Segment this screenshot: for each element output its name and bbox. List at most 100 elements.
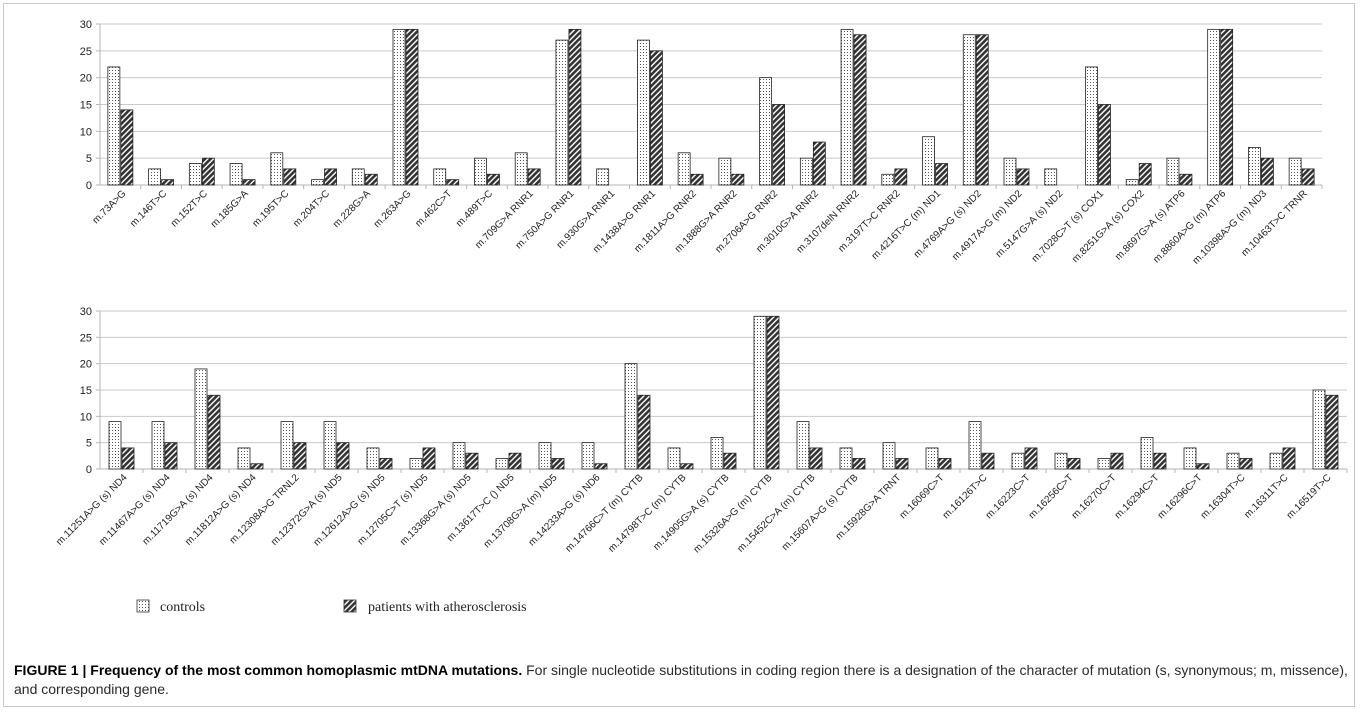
legend-item-controls: controls xyxy=(136,599,205,615)
bar-controls xyxy=(1166,157,1180,186)
bar-patients xyxy=(1261,157,1274,186)
bar-patients xyxy=(527,168,541,186)
bar-controls xyxy=(1183,447,1197,470)
bar-controls xyxy=(839,447,853,470)
bar-controls xyxy=(1003,157,1017,186)
bar-controls xyxy=(452,442,466,470)
bar-controls xyxy=(759,77,772,186)
y-tick-label: 5 xyxy=(86,153,92,165)
bar-controls xyxy=(637,39,650,186)
bar-patients xyxy=(161,179,175,186)
bar-controls xyxy=(1125,179,1139,186)
bar-controls xyxy=(538,442,552,470)
bar-controls xyxy=(555,39,569,186)
bar-controls xyxy=(1248,147,1261,186)
bar-patients xyxy=(364,173,378,186)
bar-patients xyxy=(637,394,651,470)
bar-patients xyxy=(680,463,694,470)
bar-patients xyxy=(1110,452,1124,470)
legend-label-patients: patients with atherosclerosis xyxy=(368,600,527,615)
bar-controls xyxy=(581,442,595,470)
bar-controls xyxy=(968,421,982,470)
bar-patients xyxy=(1153,452,1167,470)
y-tick-label: 10 xyxy=(80,411,92,423)
y-tick-label: 30 xyxy=(80,19,92,31)
bar-controls xyxy=(495,458,509,470)
legend-swatch-controls xyxy=(136,599,150,613)
bar-patients xyxy=(422,447,436,470)
y-tick-label: 20 xyxy=(80,73,92,85)
bar-patients xyxy=(250,463,264,470)
bar-patients xyxy=(935,163,948,186)
bar-patients xyxy=(242,179,256,186)
bar-patients xyxy=(120,109,134,186)
bar-patients xyxy=(336,442,350,470)
bar-patients xyxy=(379,458,393,470)
bar-patients xyxy=(772,104,785,186)
legend-label-controls: controls xyxy=(160,600,205,615)
bar-patients xyxy=(201,157,215,186)
bar-controls xyxy=(311,179,324,186)
y-tick-label: 5 xyxy=(86,438,92,450)
bar-controls xyxy=(229,163,243,186)
y-tick-label: 25 xyxy=(80,46,92,58)
bar-controls xyxy=(1044,168,1058,186)
bar-controls xyxy=(1097,458,1111,470)
bar-controls xyxy=(107,66,121,186)
bar-controls xyxy=(108,421,122,470)
bar-controls xyxy=(881,173,895,186)
bar-patients xyxy=(508,452,522,470)
bar-patients xyxy=(981,452,995,470)
bar-controls xyxy=(799,157,813,186)
bar-controls xyxy=(1226,452,1240,470)
bar-patients xyxy=(731,173,745,186)
bar-patients xyxy=(723,452,737,470)
bar-controls xyxy=(1269,452,1283,470)
bar-controls xyxy=(151,421,165,470)
y-tick-label: 0 xyxy=(86,464,92,476)
bar-controls xyxy=(366,447,380,470)
bar-controls xyxy=(1207,28,1221,186)
bar-controls xyxy=(514,152,528,186)
bar-patients xyxy=(594,463,608,470)
legend-item-patients: patients with atherosclerosis xyxy=(343,599,527,615)
bar-controls xyxy=(840,28,854,186)
bar-patients xyxy=(853,34,867,186)
bar-controls xyxy=(796,421,810,470)
figure-caption: FIGURE 1 | Frequency of the most common … xyxy=(14,661,1349,699)
bar-controls xyxy=(624,363,638,470)
legend: controls patients with atherosclerosis xyxy=(136,599,527,615)
bar-controls xyxy=(596,168,610,186)
y-tick-label: 10 xyxy=(80,126,92,138)
bar-controls xyxy=(677,152,691,186)
bar-controls xyxy=(392,28,406,186)
legend-swatch-patients xyxy=(343,599,357,613)
bar-controls xyxy=(148,168,162,186)
bar-patients xyxy=(324,168,337,186)
bar-patients xyxy=(293,442,307,470)
bar-controls xyxy=(433,168,447,186)
bar-patients xyxy=(551,458,565,470)
bar-patients xyxy=(1138,163,1152,186)
bar-controls xyxy=(1140,436,1154,470)
bar-patients xyxy=(1179,173,1193,186)
y-tick-label: 15 xyxy=(80,100,92,112)
y-tick-label: 25 xyxy=(80,332,92,344)
bar-controls xyxy=(409,458,423,470)
bar-patients xyxy=(1325,394,1339,470)
y-tick-label: 15 xyxy=(80,385,92,397)
bar-patients xyxy=(894,168,908,186)
bar-controls xyxy=(710,436,724,470)
bar-patients xyxy=(446,179,460,186)
bar-patients xyxy=(164,442,178,470)
bar-patients xyxy=(895,458,909,470)
caption-title: FIGURE 1 | Frequency of the most common … xyxy=(14,662,523,678)
bar-controls xyxy=(753,315,767,470)
bar-patients xyxy=(121,447,135,470)
figure-frame xyxy=(3,3,1355,707)
bar-patients xyxy=(812,141,826,186)
bar-patients xyxy=(465,452,479,470)
bar-patients xyxy=(405,28,419,186)
